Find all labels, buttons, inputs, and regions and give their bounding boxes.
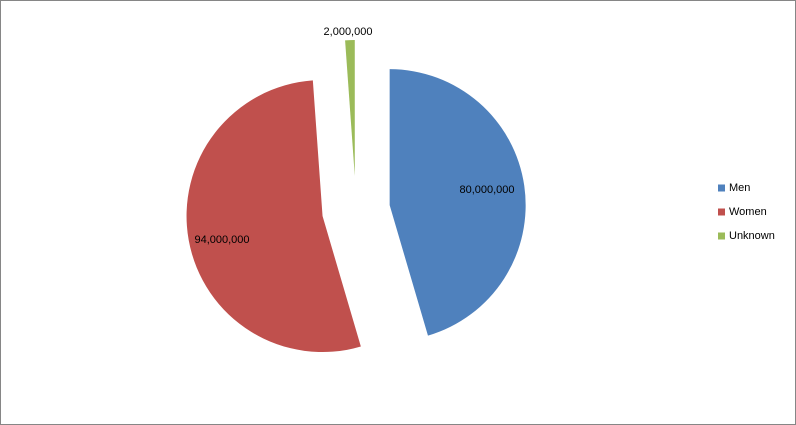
legend-label: Women: [729, 206, 767, 218]
legend-swatch: [718, 208, 725, 216]
data-label: 94,000,000: [194, 234, 249, 246]
legend-swatch: [718, 184, 725, 192]
legend-label: Men: [729, 182, 750, 194]
legend-label: Unknown: [729, 230, 775, 242]
pie-slice: [345, 40, 355, 177]
legend-swatch: [718, 232, 725, 240]
data-label: 80,000,000: [459, 184, 514, 196]
pie-slice: [186, 80, 361, 353]
data-label: 2,000,000: [324, 26, 373, 38]
pie-slice: [389, 69, 526, 336]
